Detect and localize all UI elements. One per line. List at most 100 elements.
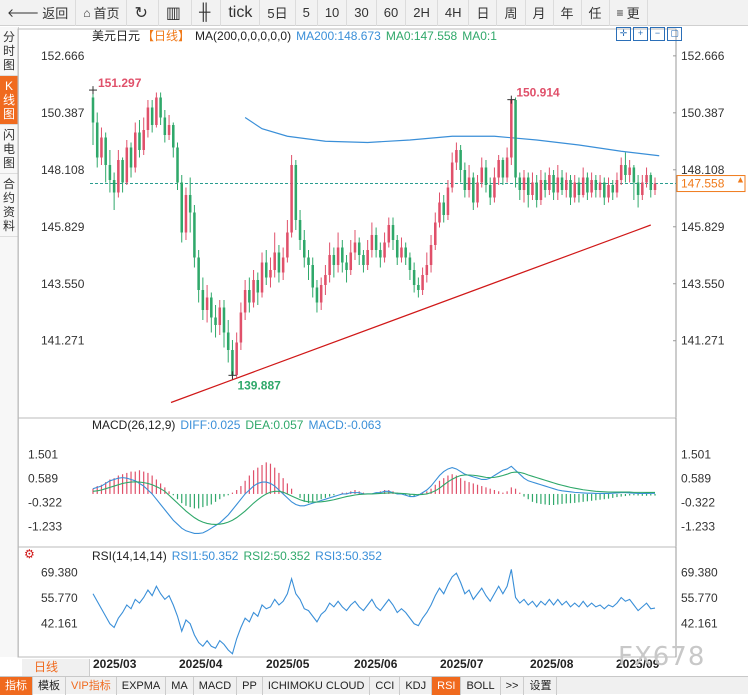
candle-body (117, 160, 120, 193)
toolbar-item-label: 更 (626, 6, 640, 21)
macd-name[interactable]: MACD(26,12,9) (92, 418, 176, 432)
period-label[interactable]: 日线 (22, 659, 90, 676)
candle-body (362, 255, 365, 265)
indicator-tab-pp[interactable]: PP (237, 676, 263, 695)
toolbar-item-周[interactable]: 周 (497, 0, 526, 26)
toolbar-item-label: 周 (504, 6, 518, 21)
candle-body (159, 97, 162, 118)
toolbar-item-refresh-icon[interactable]: ↻ (127, 0, 159, 26)
toolbar-item-60[interactable]: 60 (377, 0, 407, 26)
candle-body (480, 167, 484, 183)
toolbar-item-月[interactable]: 月 (526, 0, 554, 26)
candle-body (510, 100, 513, 158)
annotation-label: 151.297 (98, 76, 142, 90)
sidebar-tab-0[interactable]: 分时图 (0, 27, 18, 76)
toolbar-item-4H[interactable]: 4H (438, 0, 470, 26)
candle-body (649, 175, 653, 190)
candle-body (387, 225, 391, 243)
indicator-tab--[interactable]: >> (501, 676, 525, 695)
zoom-out-icon[interactable]: − (650, 27, 665, 41)
toolbar-item-label: 2H (413, 5, 430, 20)
indicator-tab-kdj[interactable]: KDJ (400, 676, 433, 695)
macd-tick-right: 0.589 (681, 471, 711, 485)
candle-body (328, 255, 331, 275)
candle-body (632, 167, 636, 183)
macd-tick-left: 0.589 (28, 471, 58, 485)
rsi-settings-icon[interactable]: ⚙ (24, 547, 35, 561)
crosshair-icon[interactable]: ✛ (616, 27, 631, 41)
indicator-tab--[interactable]: 模板 (33, 676, 66, 695)
panel-frame-1 (17, 417, 677, 548)
indicator-tab-boll[interactable]: BOLL (461, 676, 501, 695)
toolbar-item-5[interactable]: 5 (296, 0, 318, 26)
toolbar-item-2H[interactable]: 2H (406, 0, 438, 26)
candle-body (180, 182, 184, 233)
candle-body (184, 195, 188, 233)
toolbar-item-10[interactable]: 10 (318, 0, 348, 26)
price-tick-right: 141.271 (681, 334, 725, 348)
rsi-legend: RSI(14,14,14) RSI1:50.352 RSI2:50.352 RS… (92, 549, 387, 563)
fullscreen-icon[interactable]: ▢ (667, 27, 682, 41)
main-legend: 美元日元 【日线】 MA(200,0,0,0,0,0) MA200:148.67… (92, 27, 502, 44)
candle-body (438, 202, 441, 223)
annotation-label: 139.887 (237, 378, 281, 392)
toolbar-item-首页[interactable]: ⌂ 首页 (76, 0, 128, 26)
macd-tick-left: 1.501 (28, 447, 58, 461)
toolbar-item-label: 10 (324, 5, 340, 20)
toolbar-item-日[interactable]: 日 (469, 0, 498, 26)
toolbar-item-tick[interactable]: tick (221, 0, 261, 26)
indicator-tab--[interactable]: 设置 (524, 676, 558, 695)
candle-body (298, 220, 302, 240)
candle-body (277, 252, 281, 273)
indicator-tab--[interactable]: 指标 (0, 676, 33, 695)
rsi-tick-right: 55.770 (681, 591, 718, 605)
toolbar-item-5日[interactable]: 5日 (260, 0, 296, 26)
rsi-name[interactable]: RSI(14,14,14) (92, 549, 167, 563)
ma0-value-2: MA0:1 (462, 28, 497, 43)
sidebar-tab-3[interactable]: 合约资料 (0, 174, 18, 237)
sidebar-tab-1[interactable]: K线图 (0, 76, 18, 125)
candle-body (619, 165, 623, 180)
refresh-icon: ↻ (134, 4, 148, 22)
watermark: FX678 (618, 642, 706, 672)
candle-body (366, 250, 369, 265)
toolbar-item-任[interactable]: 任 (582, 0, 610, 26)
sidebar-tab-2[interactable]: 闪电图 (0, 125, 18, 174)
candle-body (455, 150, 458, 163)
ma-settings-label[interactable]: MA(200,0,0,0,0,0) (195, 28, 292, 43)
indicator-tab-expma[interactable]: EXPMA (117, 676, 167, 695)
toolbar-item-返回[interactable]: 🡐 返回 (0, 0, 77, 26)
candle-body (188, 195, 192, 213)
toolbar-item-30[interactable]: 30 (347, 0, 377, 26)
candle-body (273, 252, 276, 270)
candle-body (226, 332, 230, 350)
toolbar-item-kline-icon[interactable]: ▥ (159, 0, 192, 26)
candle-body (370, 235, 374, 250)
toolbar-item-label: 30 (354, 5, 369, 20)
indicator-tab-cci[interactable]: CCI (370, 676, 401, 695)
candle-body (197, 257, 200, 290)
indicator-tab-rsi[interactable]: RSI (432, 676, 462, 695)
annotation-label: 150.914 (516, 86, 560, 100)
candle-body (488, 185, 492, 198)
candle-body (535, 182, 538, 200)
indicator-tab-ichimoku-cloud[interactable]: ICHIMOKU CLOUD (263, 676, 371, 695)
indicator-tab-ma[interactable]: MA (166, 676, 194, 695)
candle-body (345, 262, 348, 270)
macd-diff-value: DIFF:0.025 (180, 418, 241, 432)
macd-tick-right: -0.322 (681, 495, 715, 509)
candle-body (260, 262, 264, 293)
candle-body (252, 280, 255, 303)
candle-body (383, 242, 386, 258)
indicator-tab-macd[interactable]: MACD (194, 676, 238, 695)
zoom-in-icon[interactable]: + (633, 27, 648, 41)
candle-body (518, 177, 522, 190)
indicator-tab-vip-[interactable]: VIP指标 (66, 676, 117, 695)
candle-body (484, 167, 488, 185)
top-toolbar: 🡐 返回 ⌂ 首页 ↻ ▥ ╫ tick 5日 5 10 30 60 2H 4H 日周月年任 ≡ 更 (0, 0, 748, 26)
candle-body (573, 182, 576, 198)
toolbar-item-candle-icon[interactable]: ╫ (192, 0, 222, 26)
toolbar-item-更[interactable]: ≡ 更 (610, 0, 648, 26)
candle-body (569, 180, 572, 198)
toolbar-item-年[interactable]: 年 (554, 0, 582, 26)
